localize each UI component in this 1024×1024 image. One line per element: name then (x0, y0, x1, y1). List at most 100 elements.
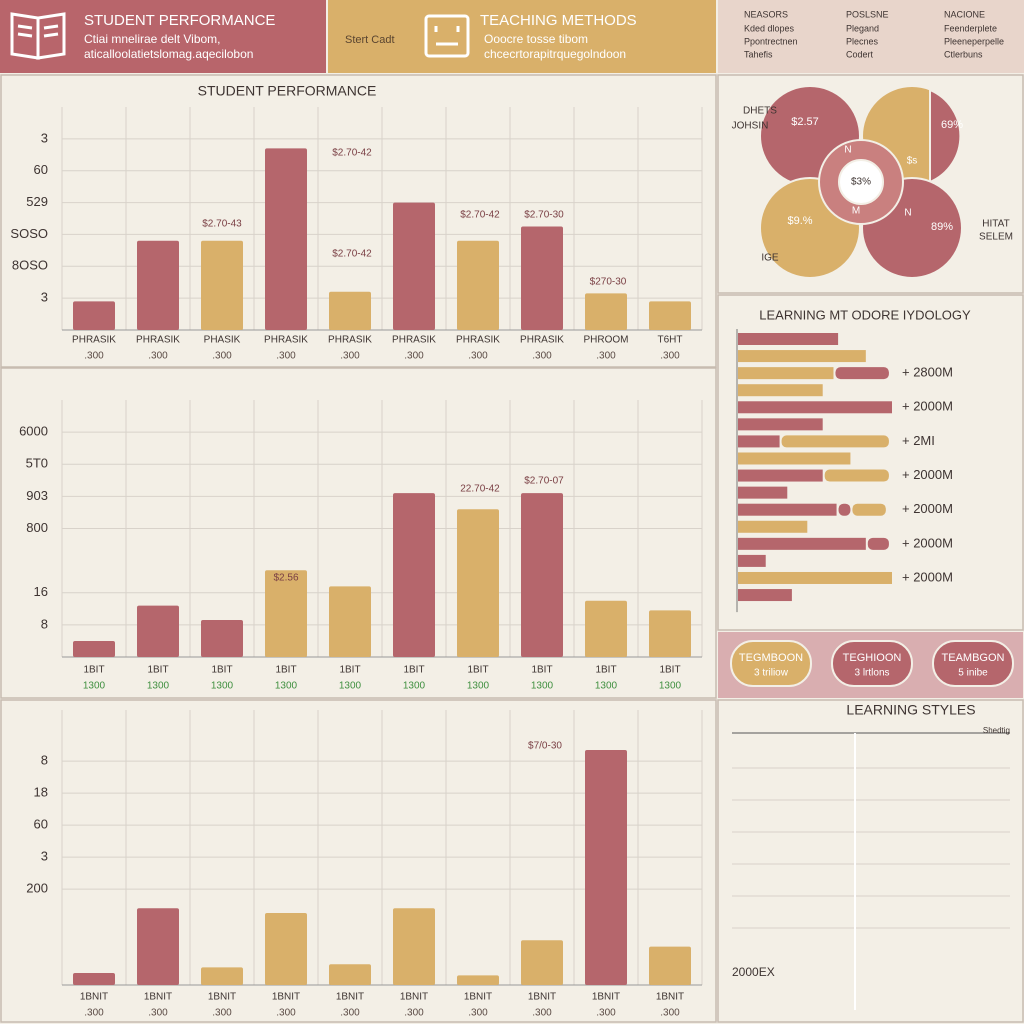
x-tick-label: 1BIT (211, 665, 232, 676)
row-label: + 2800M (902, 365, 953, 380)
bar-segment (738, 554, 766, 567)
y-tick-label: 3 (41, 130, 48, 145)
petal-label: 69% (941, 119, 963, 131)
x-sublabel: 1300 (339, 681, 362, 692)
bar (201, 620, 243, 657)
x-sublabel: 1300 (659, 681, 682, 692)
bar-segment (838, 503, 851, 516)
ls-grid (732, 732, 1010, 1010)
table-cell: Plegand (846, 23, 879, 33)
x-sublabel: .300 (404, 1008, 424, 1019)
y-tick-label: 60 (34, 817, 48, 832)
y-tick-label: 6000 (19, 424, 48, 439)
x-tick-label: 1BNIT (144, 992, 172, 1003)
table-cell: Feenderplete (944, 23, 997, 33)
x-tick-label: 1BIT (595, 665, 616, 676)
bar (649, 301, 691, 330)
bar-segment (738, 350, 866, 363)
x-tick-label: PHRASIK (456, 335, 500, 346)
x-sublabel: 1300 (83, 681, 106, 692)
x-tick-label: 1BNIT (528, 992, 556, 1003)
x-tick-label: 1BIT (147, 665, 168, 676)
side-label: SELEM (979, 232, 1013, 243)
y-tick-label: 8 (41, 616, 48, 631)
pill (730, 640, 812, 687)
bar (649, 610, 691, 657)
x-sublabel: 1300 (275, 681, 298, 692)
side-label: HITAT (982, 219, 1009, 230)
y-tick-label: 8OSO (12, 258, 48, 273)
bar-segment (835, 367, 889, 380)
bar-segment (738, 384, 823, 397)
x-tick-label: 1BIT (339, 665, 360, 676)
header-table (718, 0, 1024, 73)
x-tick-label: 1BNIT (656, 992, 684, 1003)
bar (201, 967, 243, 985)
bar-segment (738, 571, 892, 584)
bar-segment (738, 418, 823, 431)
x-sublabel: .300 (276, 351, 296, 362)
bar (137, 240, 179, 330)
petal-diagram (759, 85, 963, 279)
x-sublabel: 1300 (211, 681, 234, 692)
x-sublabel: .300 (404, 351, 424, 362)
x-sublabel: .300 (276, 1008, 296, 1019)
bar-segment (867, 537, 889, 550)
bar (393, 493, 435, 657)
x-tick-label: 1BNIT (80, 992, 108, 1003)
x-tick-label: PHRASIK (136, 335, 180, 346)
x-tick-label: PHRASIK (72, 335, 116, 346)
header-line: Ooocre tosse tibom (484, 32, 588, 46)
inner-label: $s (907, 156, 918, 167)
bar-segment (738, 333, 839, 345)
table-cell: Plecnes (846, 36, 879, 46)
board-icon (424, 14, 470, 58)
x-sublabel: 1300 (467, 681, 490, 692)
inner-label: M (852, 206, 860, 217)
inner-label: N (904, 208, 911, 219)
bar-segment (738, 469, 823, 482)
bar (329, 586, 371, 657)
y-tick-label: 60 (34, 162, 48, 177)
bar-segment (738, 486, 788, 499)
table-header: NEASORS (744, 9, 788, 19)
x-sublabel: .300 (468, 1008, 488, 1019)
bar (73, 640, 115, 657)
x-tick-label: 1BNIT (208, 992, 236, 1003)
x-tick-label: PHROOM (584, 335, 629, 346)
bar (521, 226, 563, 330)
table-header: POSLSNE (846, 9, 889, 19)
x-sublabel: .300 (660, 351, 680, 362)
petal-label: $9.% (787, 215, 812, 227)
header-teaching (328, 0, 716, 73)
x-sublabel: .300 (596, 1008, 616, 1019)
bar-segment (738, 435, 780, 448)
x-tick-label: 1BNIT (272, 992, 300, 1003)
table-cell: Pleeneperpelle (944, 36, 1004, 46)
pill (932, 640, 1014, 687)
chart-title: LEARNING MT ODORE IYDOLOGY (759, 307, 971, 322)
table-cell: Codert (846, 49, 874, 59)
bar-segment (738, 537, 866, 550)
y-tick-label: 800 (26, 520, 48, 535)
bar-segment (738, 503, 837, 516)
y-tick-label: 903 (26, 488, 48, 503)
row-label: + 2000M (902, 569, 953, 584)
x-sublabel: .300 (468, 351, 488, 362)
bar (521, 940, 563, 985)
bar (265, 913, 307, 985)
bar-segment (738, 452, 851, 465)
bar (457, 975, 499, 985)
row-label: + 2MI (902, 433, 935, 448)
x-sublabel: 1300 (403, 681, 426, 692)
bar-segment (824, 469, 889, 482)
x-tick-label: 1BIT (531, 665, 552, 676)
y-tick-label: 3 (41, 290, 48, 305)
y-tick-label: 200 (26, 881, 48, 896)
row-label: + 2000M (902, 501, 953, 516)
x-sublabel: .300 (148, 1008, 168, 1019)
table-cell: Ppontrectnen (744, 36, 798, 46)
bar (201, 240, 243, 330)
